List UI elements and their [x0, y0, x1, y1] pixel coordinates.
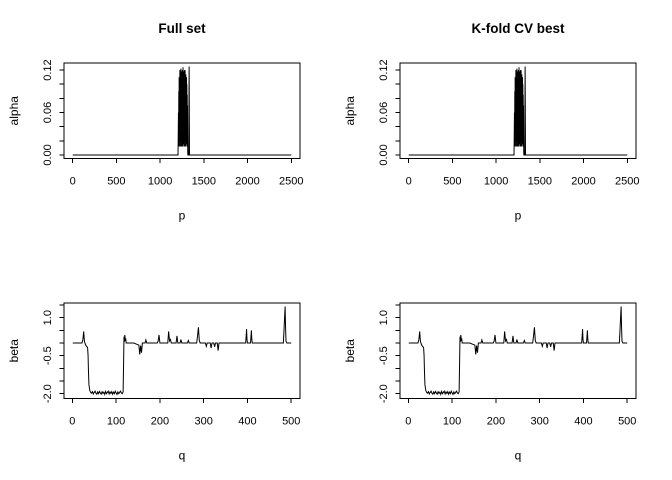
x-tick-label: 1500: [528, 176, 552, 188]
plot-alpha-kfold-cv: 0 500 1000 1500 2000 2500 0.00 0.06 0.12 K-fold C…: [336, 0, 672, 240]
y-tick-label: 0.00: [378, 144, 390, 165]
x-tick-label: 300: [530, 416, 548, 428]
x-tick-label: 1500: [192, 176, 216, 188]
plot-title: Full set: [158, 21, 206, 36]
x-tick-label: 400: [574, 416, 592, 428]
y-tick-label: 0.00: [42, 144, 54, 165]
y-tick-label: 0.06: [378, 102, 390, 123]
x-tick-label: 500: [107, 176, 125, 188]
y-axis-label: beta: [343, 339, 357, 363]
x-tick-label: 2000: [235, 176, 259, 188]
x-axis-label: q: [515, 449, 522, 463]
y-tick-label: 0.06: [42, 102, 54, 123]
y-tick-label: -2.0: [378, 384, 390, 403]
plot-box: [399, 302, 637, 399]
y-axis-label: alpha: [343, 96, 357, 126]
plot-alpha-full-set: 0 500 1000 1500 2000 2500 0.00 0.06 0.12 Full set…: [0, 0, 336, 240]
y-tick-label: 1.0: [378, 310, 390, 325]
x-tick-label: 500: [443, 176, 461, 188]
plot-box: [63, 62, 301, 159]
x-tick-label: 0: [69, 416, 75, 428]
x-tick-label: 2000: [571, 176, 595, 188]
y-tick-label: -0.5: [42, 346, 54, 365]
x-tick-label: 0: [405, 416, 411, 428]
plot-box: [63, 302, 301, 399]
x-tick-label: 500: [618, 416, 636, 428]
y-tick-label: 0.12: [378, 59, 390, 80]
chart-svg: 0 500 1000 1500 2000 2500 0.00 0.06 0.12 K-fold C…: [343, 21, 639, 223]
chart-svg: 0 500 1000 1500 2000 2500 0.00 0.06 0.12 Full set…: [7, 21, 303, 223]
plot-title: K-fold CV best: [472, 21, 566, 36]
x-tick-label: 500: [282, 416, 300, 428]
x-tick-label: 200: [487, 416, 505, 428]
data-line: [408, 306, 628, 397]
x-tick-label: 100: [443, 416, 461, 428]
chart-svg: 0 100 200 300 400 500 -2.0 -0.5 1.0 q beta: [7, 302, 301, 463]
data-line: [408, 66, 628, 156]
data-line: [72, 306, 292, 397]
data-line: [72, 66, 292, 156]
chart-svg: 0 100 200 300 400 500 -2.0 -0.5 1.0 q beta: [343, 302, 637, 463]
x-tick-label: 1000: [484, 176, 508, 188]
plot-beta-full-set: 0 100 200 300 400 500 -2.0 -0.5 1.0 q beta: [0, 240, 336, 480]
y-tick-label: -0.5: [378, 346, 390, 365]
x-tick-label: 100: [107, 416, 125, 428]
x-axis-label: p: [515, 209, 522, 223]
x-tick-label: 300: [194, 416, 212, 428]
plot-box: [399, 62, 637, 159]
y-axis-label: beta: [7, 339, 21, 363]
x-tick-label: 2500: [615, 176, 639, 188]
y-tick-label: -2.0: [42, 384, 54, 403]
x-tick-label: 400: [238, 416, 256, 428]
x-tick-label: 200: [151, 416, 169, 428]
x-tick-label: 0: [70, 176, 76, 188]
x-axis-label: q: [179, 449, 186, 463]
x-tick-label: 2500: [279, 176, 303, 188]
x-tick-label: 0: [406, 176, 412, 188]
y-tick-label: 1.0: [42, 310, 54, 325]
x-axis-label: p: [179, 209, 186, 223]
x-tick-label: 1000: [148, 176, 172, 188]
y-tick-label: 0.12: [42, 59, 54, 80]
y-axis-label: alpha: [7, 96, 21, 126]
plot-beta-kfold-cv: 0 100 200 300 400 500 -2.0 -0.5 1.0 q beta: [336, 240, 672, 480]
